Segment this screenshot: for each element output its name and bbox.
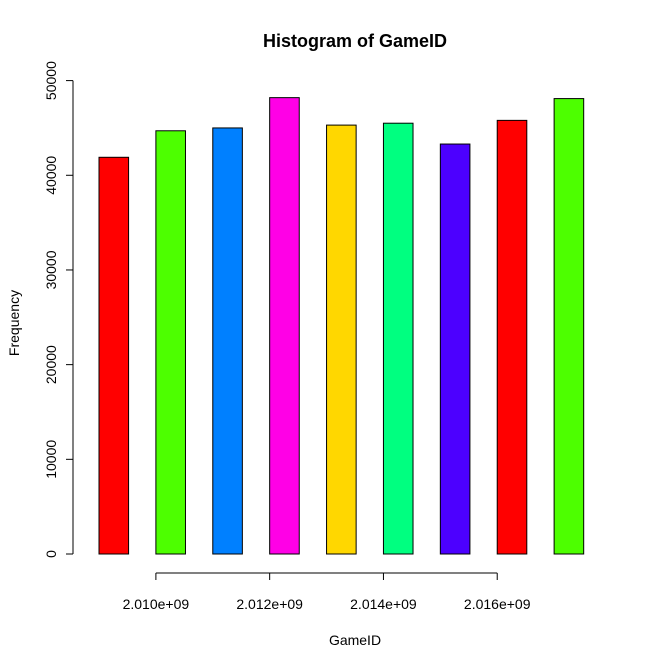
x-tick-label: 2.010e+09	[123, 596, 190, 612]
y-axis: 0 10000 20000 30000 40000 50000	[43, 61, 74, 558]
x-tick-label: 2.014e+09	[350, 596, 417, 612]
bar-1	[98, 156, 130, 555]
x-axis-label: GameID	[329, 632, 381, 648]
y-tick-label: 30000	[43, 250, 59, 289]
bar-2	[155, 130, 186, 555]
bar-9	[553, 98, 585, 555]
bars	[98, 97, 585, 555]
x-tick-label: 2.012e+09	[236, 596, 303, 612]
y-tick-label: 10000	[43, 440, 59, 479]
y-tick-label: 0	[43, 550, 59, 558]
bar-5	[326, 124, 357, 555]
bar-8	[496, 119, 528, 555]
y-axis-label: Frequency	[6, 290, 22, 356]
bar-6	[382, 122, 414, 555]
x-tick-label: 2.016e+09	[464, 596, 531, 612]
y-tick-label: 50000	[43, 61, 59, 100]
y-tick-label: 40000	[43, 156, 59, 195]
chart-title: Histogram of GameID	[263, 31, 447, 51]
bar-4	[269, 97, 300, 555]
x-axis: 2.010e+09 2.012e+09 2.014e+09 2.016e+09	[123, 572, 531, 612]
bar-3	[212, 127, 243, 555]
y-tick-label: 20000	[43, 345, 59, 384]
bar-7	[439, 143, 471, 555]
